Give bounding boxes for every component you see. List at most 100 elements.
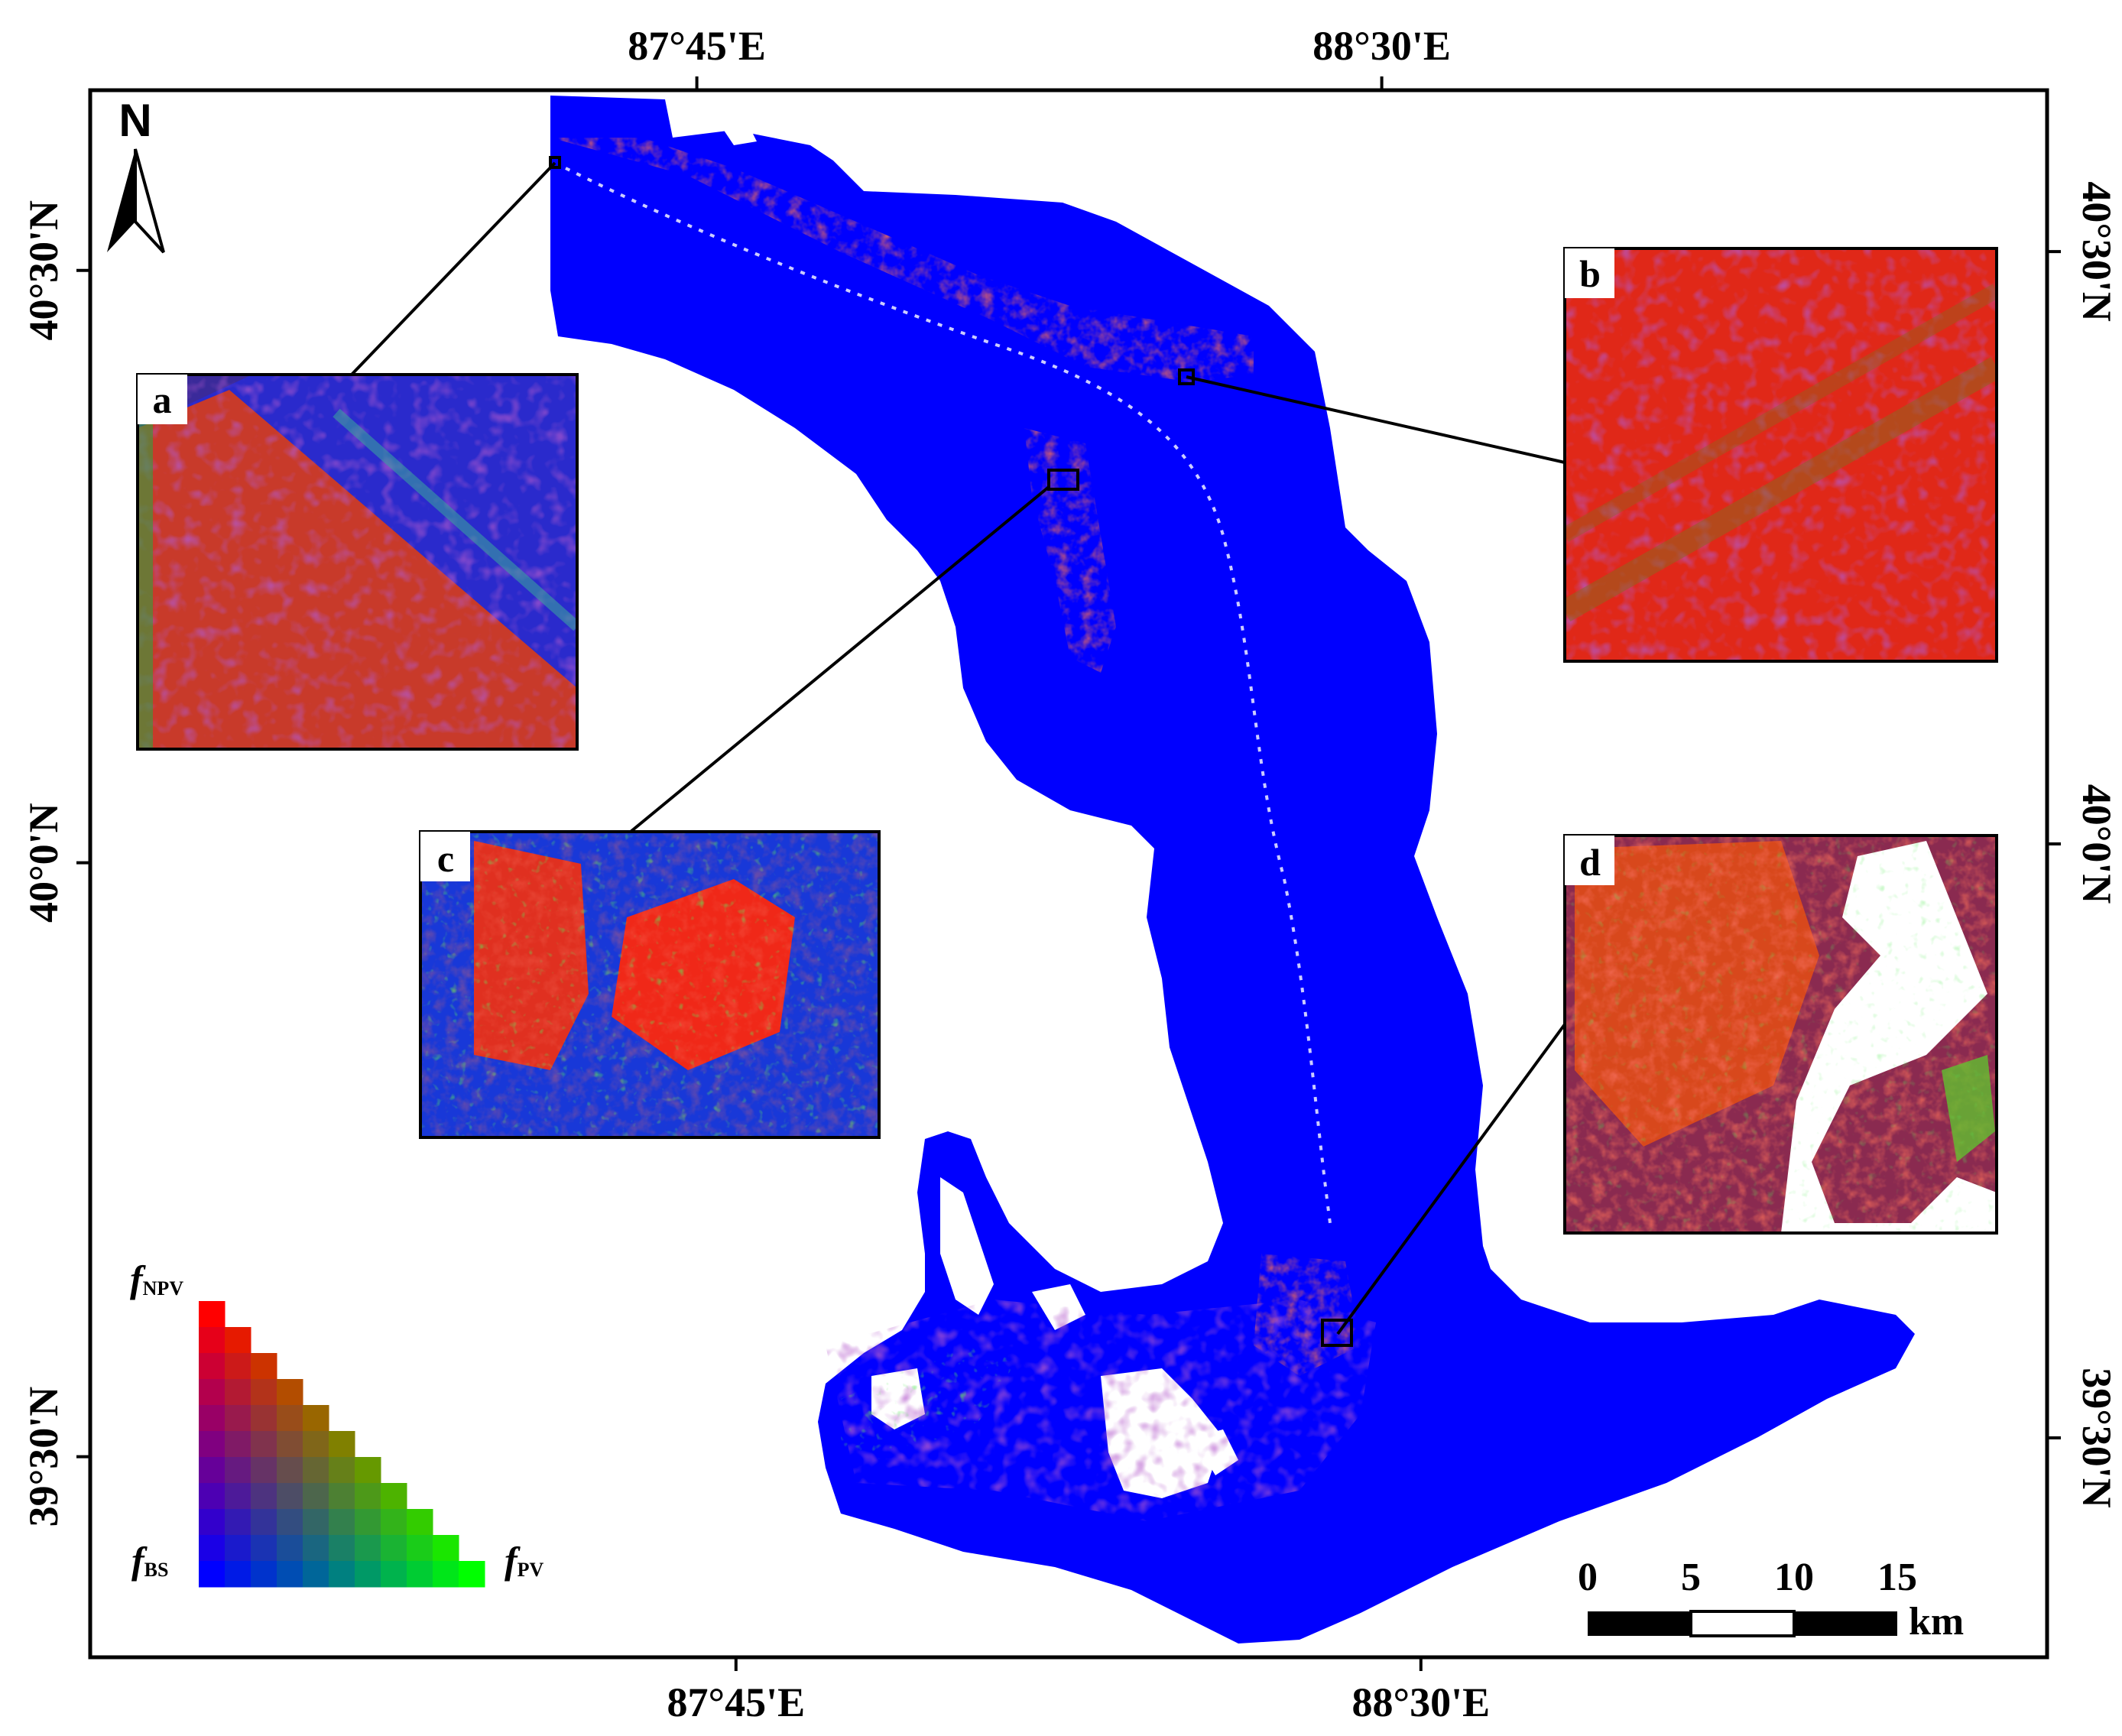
scale-bar-segment [1689,1610,1796,1637]
leader-lines [350,161,1566,1335]
legend-cell [277,1379,303,1406]
legend-cell [199,1353,226,1380]
scale-tick-15: 15 [1877,1556,1917,1599]
legend-cell [199,1327,226,1354]
legend-cell [199,1379,226,1406]
north-arrow: N [107,95,165,254]
legend-cell [199,1431,226,1458]
scale-tick-5: 5 [1681,1556,1701,1599]
legend-cell [277,1509,303,1536]
legend-cell [381,1561,407,1588]
left-lat-label: 40°30'N [21,200,67,341]
legend-cell [407,1561,433,1588]
inset-label-a: a [153,378,172,421]
locator-box-a [549,156,561,169]
mixed-fraction-zone [841,1345,1017,1460]
legend-cell [277,1535,303,1562]
legend-cell [277,1561,303,1588]
legend-cell [381,1535,407,1562]
legend-cell [199,1457,226,1484]
legend-cell [251,1561,277,1588]
left-lat-label: 40°0'N [21,803,67,923]
ternary-legend: fNPV fBS fPV [130,1257,544,1588]
legend-cell [225,1483,251,1510]
legend-cell [225,1561,251,1588]
legend-cell [225,1457,251,1484]
legend-cell [277,1457,303,1484]
right-lat-label: 40°30'N [2074,181,2120,322]
legend-cell [459,1561,485,1588]
no-data-area [719,122,757,145]
north-arrow-label: N [118,95,151,146]
legend-cell [433,1535,459,1562]
legend-cell [199,1301,226,1328]
legend-cell [251,1431,277,1458]
inset-label-c: c [437,837,454,880]
legend-cell [199,1561,226,1588]
legend-cell [225,1327,251,1354]
right-lat-label: 40°0'N [2074,784,2120,904]
legend-cell [407,1509,433,1536]
inset-c: c [419,830,881,1139]
no-data-area [940,1177,994,1315]
legend-cell [329,1457,355,1484]
legend-label-npv: fNPV [130,1257,183,1300]
legend-cell [355,1509,381,1536]
scale-tick-0: 0 [1578,1556,1598,1599]
legend-cell [355,1483,381,1510]
legend-cell [251,1535,277,1562]
legend-cell [303,1561,329,1588]
bottom-lon-label: 88°30'E [1351,1679,1490,1725]
legend-label-bs: fBS [131,1539,168,1582]
left-lat-label: 39°30'N [21,1387,67,1527]
legend-cell [303,1509,329,1536]
top-lon-label: 87°45'E [628,23,766,69]
legend-cell [251,1457,277,1484]
legend-cell [251,1509,277,1536]
locator-box-d [1321,1319,1353,1347]
locator-box-b [1178,368,1195,385]
right-lat-label: 39°30'N [2074,1368,2120,1508]
legend-cell [355,1535,381,1562]
scale-unit: km [1909,1600,1964,1644]
legend-cell [381,1483,407,1510]
legend-cell [355,1561,381,1588]
legend-cell [407,1535,433,1562]
coordinate-labels: 87°45'E 88°30'E 87°45'E 88°30'E 40°30'N 40°0'… [21,23,2120,1725]
legend-cell [303,1535,329,1562]
legend-label-pv: fPV [505,1539,544,1582]
study-area-shape [550,96,1915,1644]
legend-cell [225,1405,251,1432]
legend-cell [329,1509,355,1536]
scale-tick-10: 10 [1774,1556,1814,1599]
legend-cell [251,1483,277,1510]
study-area [550,96,1915,1644]
legend-cell [303,1457,329,1484]
legend-cell [303,1431,329,1458]
legend-cell [277,1483,303,1510]
scale-bar: 0 5 10 15 km [1578,1556,1964,1644]
top-lon-label: 88°30'E [1312,23,1451,69]
inset-label-b: b [1579,252,1601,295]
legend-cell [199,1483,226,1510]
mixed-fraction-zone [550,138,1254,382]
legend-cell [277,1405,303,1432]
legend-cell [329,1561,355,1588]
inset-b: b [1563,247,1998,663]
legend-cell [303,1483,329,1510]
north-arrow-icon [107,149,135,252]
legend-cell [381,1509,407,1536]
legend-cell [329,1535,355,1562]
legend-cell [199,1405,226,1432]
legend-cell [225,1353,251,1380]
legend-cell [251,1405,277,1432]
legend-cell [199,1509,226,1536]
legend-cell [251,1379,277,1406]
legend-cell [225,1535,251,1562]
scale-bar-segment [1588,1611,1691,1636]
legend-cell [433,1561,459,1588]
legend-cell [225,1379,251,1406]
bottom-lon-label: 87°45'E [667,1679,805,1725]
legend-cell [199,1535,226,1562]
